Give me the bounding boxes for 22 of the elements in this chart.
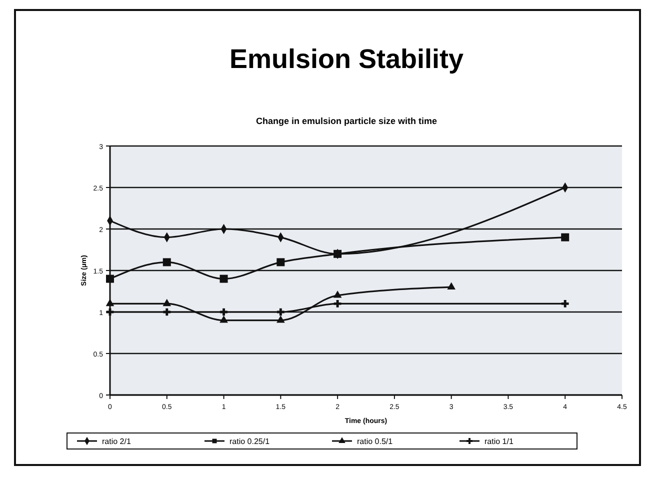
point xyxy=(561,233,570,242)
point xyxy=(276,258,285,266)
legend-label: ratio 0.25/1 xyxy=(230,437,270,446)
point xyxy=(106,298,114,306)
point xyxy=(162,298,172,306)
point xyxy=(447,282,456,290)
point xyxy=(276,308,284,316)
point xyxy=(220,308,228,316)
legend-label: ratio 1/1 xyxy=(484,437,514,446)
point xyxy=(276,315,285,323)
legend-label: ratio 2/1 xyxy=(102,437,132,446)
point xyxy=(334,300,342,308)
point xyxy=(163,308,171,316)
point xyxy=(220,315,228,323)
point xyxy=(220,274,228,283)
point xyxy=(106,274,114,283)
chart-subtitle: Change in emulsion particle size with time xyxy=(256,116,438,126)
point xyxy=(333,290,342,298)
point xyxy=(162,258,171,266)
point xyxy=(561,300,569,308)
chart-title: Emulsion Stability xyxy=(229,44,464,74)
legend-label: ratio 0.5/1 xyxy=(357,437,394,446)
